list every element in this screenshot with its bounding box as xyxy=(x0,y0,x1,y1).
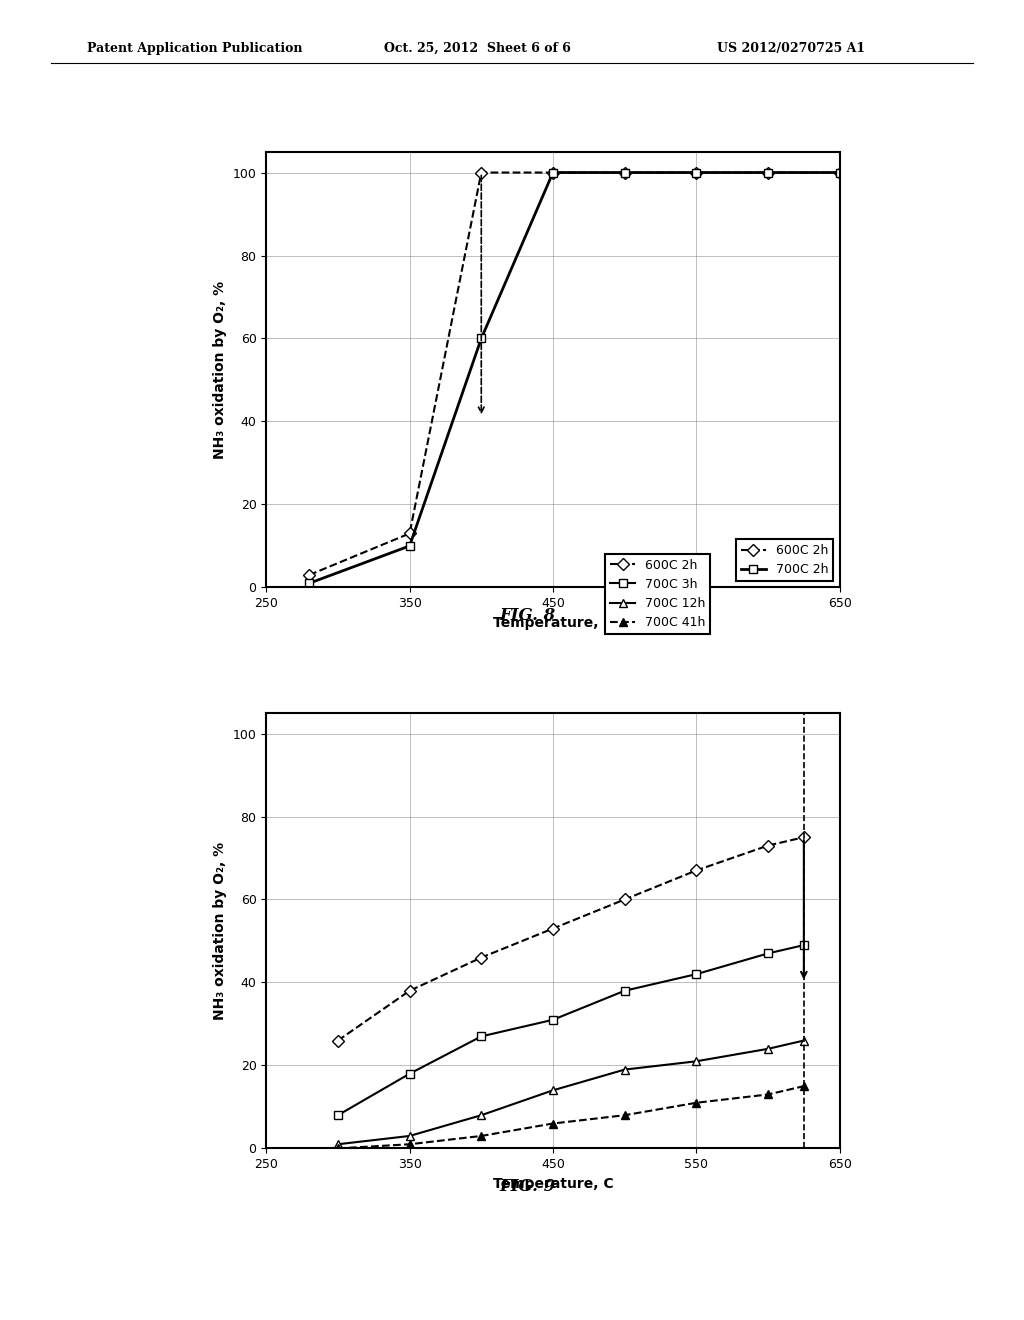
700C 2h xyxy=(547,165,559,181)
700C 12h xyxy=(547,1082,559,1098)
700C 12h xyxy=(762,1041,774,1057)
700C 2h xyxy=(475,330,487,346)
600C 2h xyxy=(762,838,774,854)
700C 12h xyxy=(618,1061,631,1077)
700C 2h xyxy=(690,165,702,181)
700C 2h xyxy=(303,576,315,591)
Text: FIG. 8: FIG. 8 xyxy=(500,607,555,624)
Line: 700C 41h: 700C 41h xyxy=(334,1082,808,1152)
600C 2h xyxy=(798,829,810,845)
600C 2h xyxy=(690,165,702,181)
600C 2h xyxy=(403,983,416,999)
600C 2h xyxy=(547,920,559,936)
700C 41h xyxy=(762,1086,774,1102)
600C 2h xyxy=(690,862,702,878)
700C 3h xyxy=(475,1028,487,1044)
700C 41h xyxy=(618,1107,631,1123)
700C 41h xyxy=(690,1094,702,1110)
600C 2h xyxy=(332,1032,344,1048)
700C 41h xyxy=(332,1140,344,1156)
700C 3h xyxy=(690,966,702,982)
600C 2h xyxy=(475,165,487,181)
700C 12h xyxy=(332,1137,344,1152)
600C 2h xyxy=(834,165,846,181)
700C 12h xyxy=(475,1107,487,1123)
700C 2h xyxy=(618,165,631,181)
Y-axis label: NH₃ oxidation by O₂, %: NH₃ oxidation by O₂, % xyxy=(213,281,227,458)
Y-axis label: NH₃ oxidation by O₂, %: NH₃ oxidation by O₂, % xyxy=(213,842,227,1019)
700C 3h xyxy=(332,1107,344,1123)
700C 3h xyxy=(762,945,774,961)
600C 2h xyxy=(475,949,487,965)
Line: 700C 12h: 700C 12h xyxy=(334,1036,808,1148)
700C 41h xyxy=(798,1078,810,1094)
700C 2h xyxy=(834,165,846,181)
600C 2h xyxy=(403,525,416,541)
700C 12h xyxy=(690,1053,702,1069)
700C 12h xyxy=(403,1129,416,1144)
Legend: 600C 2h, 700C 3h, 700C 12h, 700C 41h: 600C 2h, 700C 3h, 700C 12h, 700C 41h xyxy=(605,553,711,635)
Legend: 600C 2h, 700C 2h: 600C 2h, 700C 2h xyxy=(736,539,834,581)
600C 2h xyxy=(618,165,631,181)
Line: 700C 3h: 700C 3h xyxy=(334,941,808,1119)
Line: 700C 2h: 700C 2h xyxy=(305,169,844,587)
700C 2h xyxy=(403,539,416,554)
700C 41h xyxy=(403,1137,416,1152)
600C 2h xyxy=(303,568,315,583)
700C 3h xyxy=(618,983,631,999)
700C 2h xyxy=(762,165,774,181)
Text: US 2012/0270725 A1: US 2012/0270725 A1 xyxy=(717,42,865,55)
700C 41h xyxy=(475,1129,487,1144)
700C 3h xyxy=(798,937,810,953)
700C 3h xyxy=(547,1012,559,1028)
Text: Patent Application Publication: Patent Application Publication xyxy=(87,42,302,55)
600C 2h xyxy=(762,165,774,181)
Text: FIG. 9: FIG. 9 xyxy=(500,1177,555,1195)
700C 3h xyxy=(403,1065,416,1081)
X-axis label: Temperature, C: Temperature, C xyxy=(493,615,613,630)
700C 12h xyxy=(798,1032,810,1048)
Line: 600C 2h: 600C 2h xyxy=(334,833,808,1044)
X-axis label: Temperature, C: Temperature, C xyxy=(493,1176,613,1191)
Line: 600C 2h: 600C 2h xyxy=(305,169,844,579)
700C 41h xyxy=(547,1115,559,1131)
600C 2h xyxy=(547,165,559,181)
600C 2h xyxy=(618,891,631,907)
Text: Oct. 25, 2012  Sheet 6 of 6: Oct. 25, 2012 Sheet 6 of 6 xyxy=(384,42,570,55)
